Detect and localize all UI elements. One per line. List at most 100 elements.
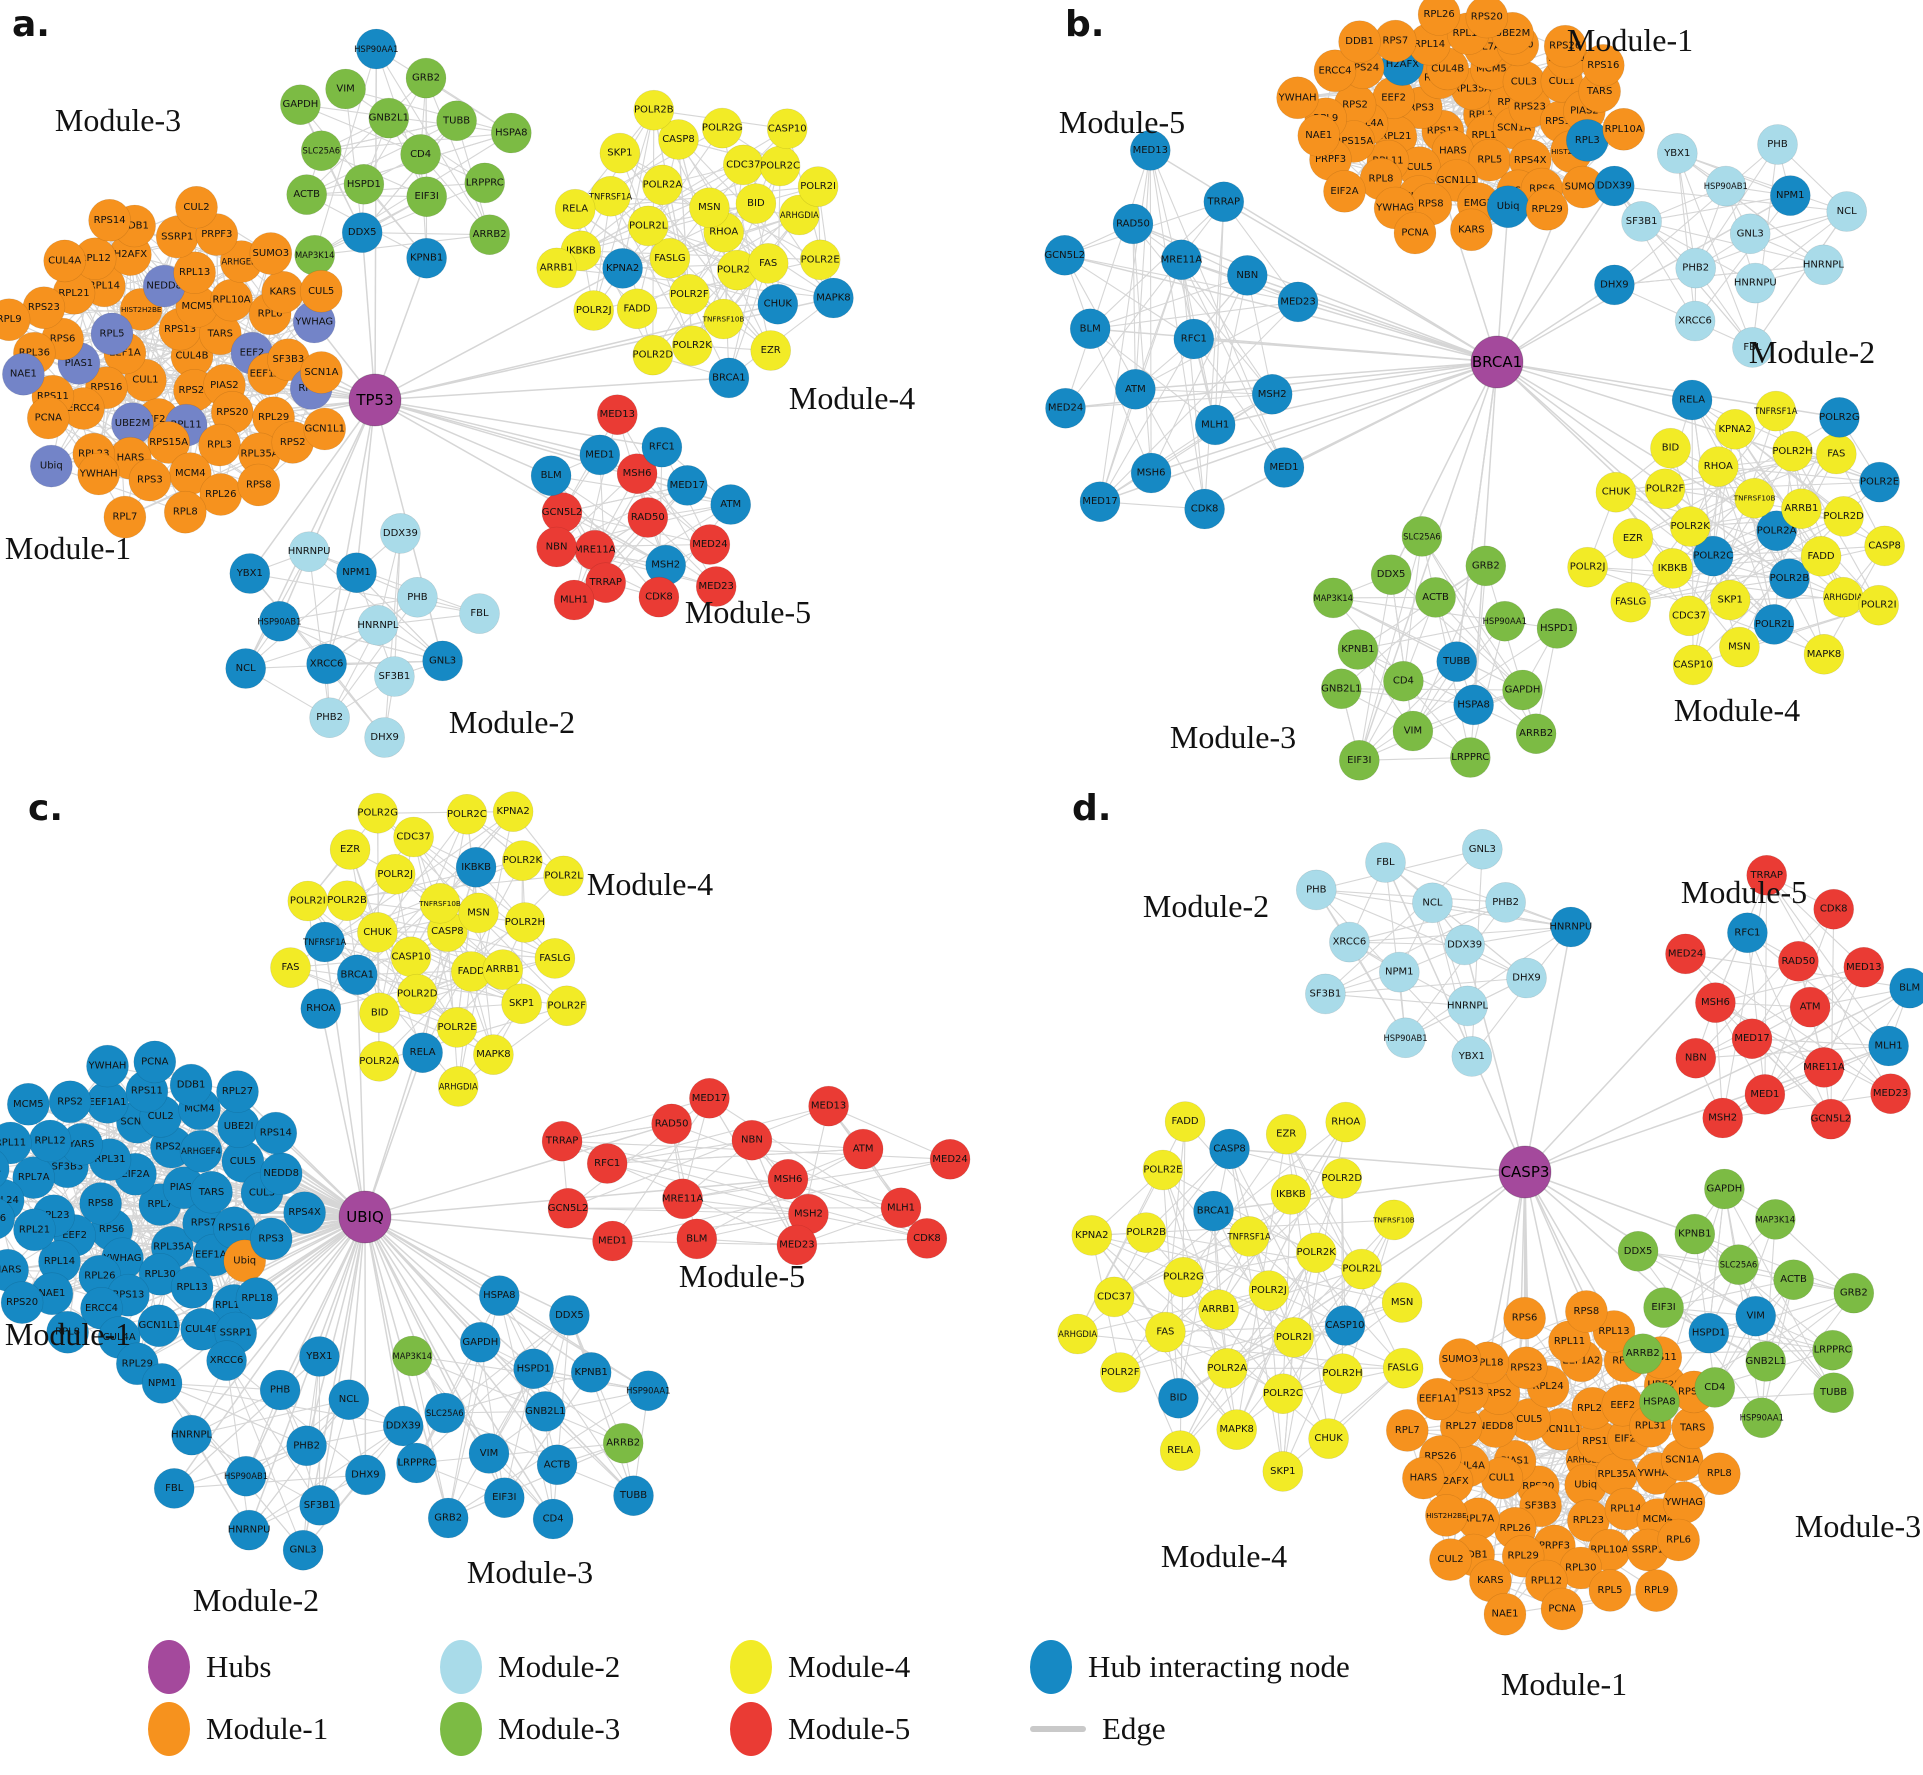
- legend-swatch-module3: [440, 1702, 482, 1756]
- node-circle: [1339, 739, 1380, 781]
- node-circle: [299, 269, 343, 313]
- network-node-POLR2G: POLR2G: [701, 107, 743, 149]
- network-node-KPNB1: KPNB1: [1337, 629, 1379, 670]
- edge: [1738, 1264, 1835, 1394]
- network-node-SKP1: SKP1: [501, 983, 542, 1025]
- edge: [1162, 1169, 1220, 1310]
- edge: [447, 1342, 481, 1519]
- node-circle: [554, 188, 596, 230]
- network-node-POLR2L: POLR2L: [543, 855, 584, 897]
- edge: [1214, 201, 1225, 425]
- network-node-MED13: MED13: [596, 394, 638, 436]
- node-circle: [492, 791, 534, 832]
- network-node-MLH1: MLH1: [1194, 404, 1236, 446]
- node-circle: [747, 243, 789, 284]
- node-circle: [880, 1187, 922, 1229]
- network-node-POLR2B: POLR2B: [1125, 1212, 1167, 1253]
- network-node-RAD50: RAD50: [627, 497, 669, 538]
- network-node-MED13: MED13: [1843, 946, 1885, 988]
- network-node-POLR2C: POLR2C: [1262, 1373, 1304, 1414]
- node-circle: [1503, 1296, 1546, 1340]
- network-node-MED1: MED1: [592, 1220, 633, 1262]
- node-circle: [455, 846, 497, 888]
- network-node-GRB2: GRB2: [427, 1497, 469, 1539]
- hub-edge: [1135, 361, 1498, 391]
- node-circle: [1773, 1259, 1814, 1300]
- network-node-MED24: MED24: [1045, 387, 1086, 429]
- network-node-TARS: TARS: [190, 1171, 233, 1214]
- network-node-NCL: NCL: [1412, 882, 1453, 924]
- network-node-PHB2: PHB2: [1675, 247, 1716, 289]
- edge: [226, 1360, 250, 1531]
- network-node-MAP3K14: MAP3K14: [1755, 1199, 1796, 1240]
- network-node-RPS2: RPS2: [48, 1080, 92, 1124]
- node-circle: [1734, 477, 1775, 519]
- hub-edge: [1524, 932, 1748, 1173]
- network-node-HIST2H2BE: HIST2H2BE: [1425, 1494, 1468, 1537]
- network-node-ARHGEF4: ARHGEF4: [179, 1129, 223, 1173]
- network-node-POLR2I: POLR2I: [1858, 584, 1899, 626]
- node-circle: [1826, 191, 1867, 232]
- node-circle: [355, 28, 397, 70]
- node-circle: [808, 1085, 849, 1127]
- network-node-RPS3: RPS3: [249, 1217, 293, 1261]
- network-node-MAP3K14: MAP3K14: [294, 234, 336, 276]
- legend-label: Module-1: [206, 1711, 329, 1746]
- network-node-ACTB: ACTB: [536, 1444, 578, 1486]
- network-node-MED24: MED24: [929, 1139, 971, 1180]
- node-circle: [153, 1468, 195, 1509]
- hub-edge: [364, 1216, 592, 1374]
- network-node-PHB: PHB: [397, 576, 438, 618]
- edge: [1734, 428, 1844, 517]
- edge: [1385, 861, 1571, 928]
- edge: [1421, 536, 1523, 691]
- edge: [1676, 153, 1696, 322]
- node-circle: [599, 132, 641, 174]
- network-node-MSH2: MSH2: [1251, 373, 1293, 415]
- network-node-IKBKB: IKBKB: [455, 846, 497, 888]
- network-node-HSP90AB1: HSP90AB1: [1383, 1017, 1428, 1059]
- hub-edge: [356, 974, 366, 1218]
- hub-edge: [364, 1216, 570, 1317]
- node-circle: [1044, 235, 1085, 276]
- network-node-XRCC6: XRCC6: [206, 1340, 247, 1381]
- edge: [411, 1355, 449, 1519]
- network-node-RFC1: RFC1: [641, 426, 683, 468]
- node-circle: [283, 1191, 326, 1234]
- network-node-SLC25A6: SLC25A6: [424, 1392, 466, 1434]
- node-circle: [164, 490, 207, 534]
- node-circle: [813, 277, 854, 319]
- edge: [1114, 1296, 1343, 1375]
- hub-edge: [1463, 944, 1526, 1173]
- edge: [677, 139, 725, 320]
- network-node-NCL: NCL: [1826, 191, 1867, 232]
- network-node-HSPD1: HSPD1: [1688, 1312, 1730, 1354]
- node-circle: [1125, 1212, 1167, 1253]
- edge: [1325, 993, 1468, 1007]
- node-circle: [842, 1128, 884, 1170]
- network-node-YWHAH: YWHAH: [86, 1044, 129, 1088]
- hub-edge: [374, 267, 623, 401]
- node-circle: [1812, 1329, 1853, 1371]
- edge: [1204, 201, 1225, 510]
- legend-label: Hub interacting node: [1088, 1649, 1350, 1684]
- panel-d: DDX39 NPM1 NCL HNRNPL XRCC6 PHB2 HSP90AB1 FBL DH…: [1057, 828, 1923, 1702]
- edge: [728, 263, 769, 379]
- network-node-YBX1: YBX1: [1657, 133, 1698, 174]
- hub-edge: [1496, 361, 1880, 483]
- node-circle: [1732, 327, 1773, 368]
- node-circle: [1412, 882, 1453, 924]
- node-circle: [1227, 255, 1268, 296]
- edge: [174, 1474, 366, 1489]
- node-circle: [642, 164, 683, 206]
- edge: [828, 1105, 951, 1160]
- network-node-HSP90AA1: HSP90AA1: [1483, 600, 1527, 642]
- network-node-IKBKB: IKBKB: [1652, 548, 1693, 589]
- legend-item-module-4: Module-4: [730, 1640, 1030, 1694]
- network-node-HSPD1: HSPD1: [1536, 608, 1578, 649]
- edge: [1695, 144, 1778, 269]
- network-node-YBX1: YBX1: [229, 553, 271, 594]
- node-circle: [666, 465, 708, 506]
- hub-edge: [364, 1216, 613, 1242]
